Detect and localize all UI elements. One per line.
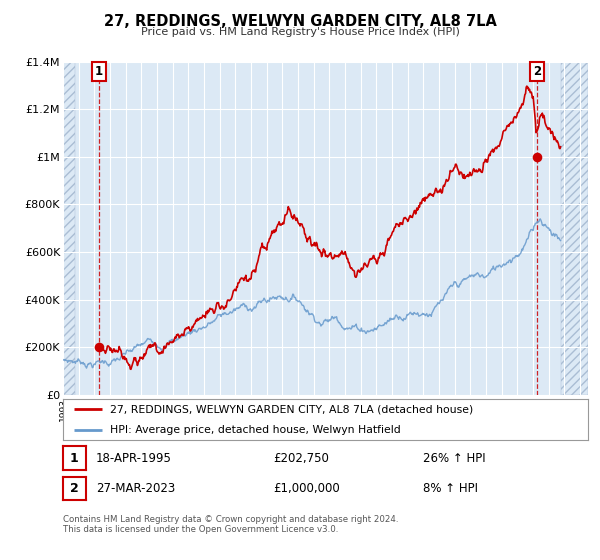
Text: 2: 2 — [533, 64, 541, 78]
Text: This data is licensed under the Open Government Licence v3.0.: This data is licensed under the Open Gov… — [63, 525, 338, 534]
Text: 18-APR-1995: 18-APR-1995 — [96, 451, 172, 465]
Text: 26% ↑ HPI: 26% ↑ HPI — [423, 451, 485, 465]
Bar — [560, 62, 588, 395]
Text: 27, REDDINGS, WELWYN GARDEN CITY, AL8 7LA: 27, REDDINGS, WELWYN GARDEN CITY, AL8 7L… — [104, 14, 496, 29]
Point — [94, 342, 104, 351]
Text: £1,000,000: £1,000,000 — [273, 482, 340, 495]
Text: 8% ↑ HPI: 8% ↑ HPI — [423, 482, 478, 495]
Text: 1: 1 — [70, 451, 79, 465]
Text: £202,750: £202,750 — [273, 451, 329, 465]
Bar — [63, 62, 75, 395]
Text: 27-MAR-2023: 27-MAR-2023 — [96, 482, 175, 495]
Text: Price paid vs. HM Land Registry's House Price Index (HPI): Price paid vs. HM Land Registry's House … — [140, 27, 460, 37]
Text: 2: 2 — [70, 482, 79, 495]
Bar — [63, 62, 75, 395]
Point — [532, 152, 542, 161]
Text: 27, REDDINGS, WELWYN GARDEN CITY, AL8 7LA (detached house): 27, REDDINGS, WELWYN GARDEN CITY, AL8 7L… — [110, 404, 473, 414]
Text: Contains HM Land Registry data © Crown copyright and database right 2024.: Contains HM Land Registry data © Crown c… — [63, 515, 398, 524]
Text: 1: 1 — [95, 64, 103, 78]
Text: HPI: Average price, detached house, Welwyn Hatfield: HPI: Average price, detached house, Welw… — [110, 424, 401, 435]
Bar — [560, 62, 588, 395]
